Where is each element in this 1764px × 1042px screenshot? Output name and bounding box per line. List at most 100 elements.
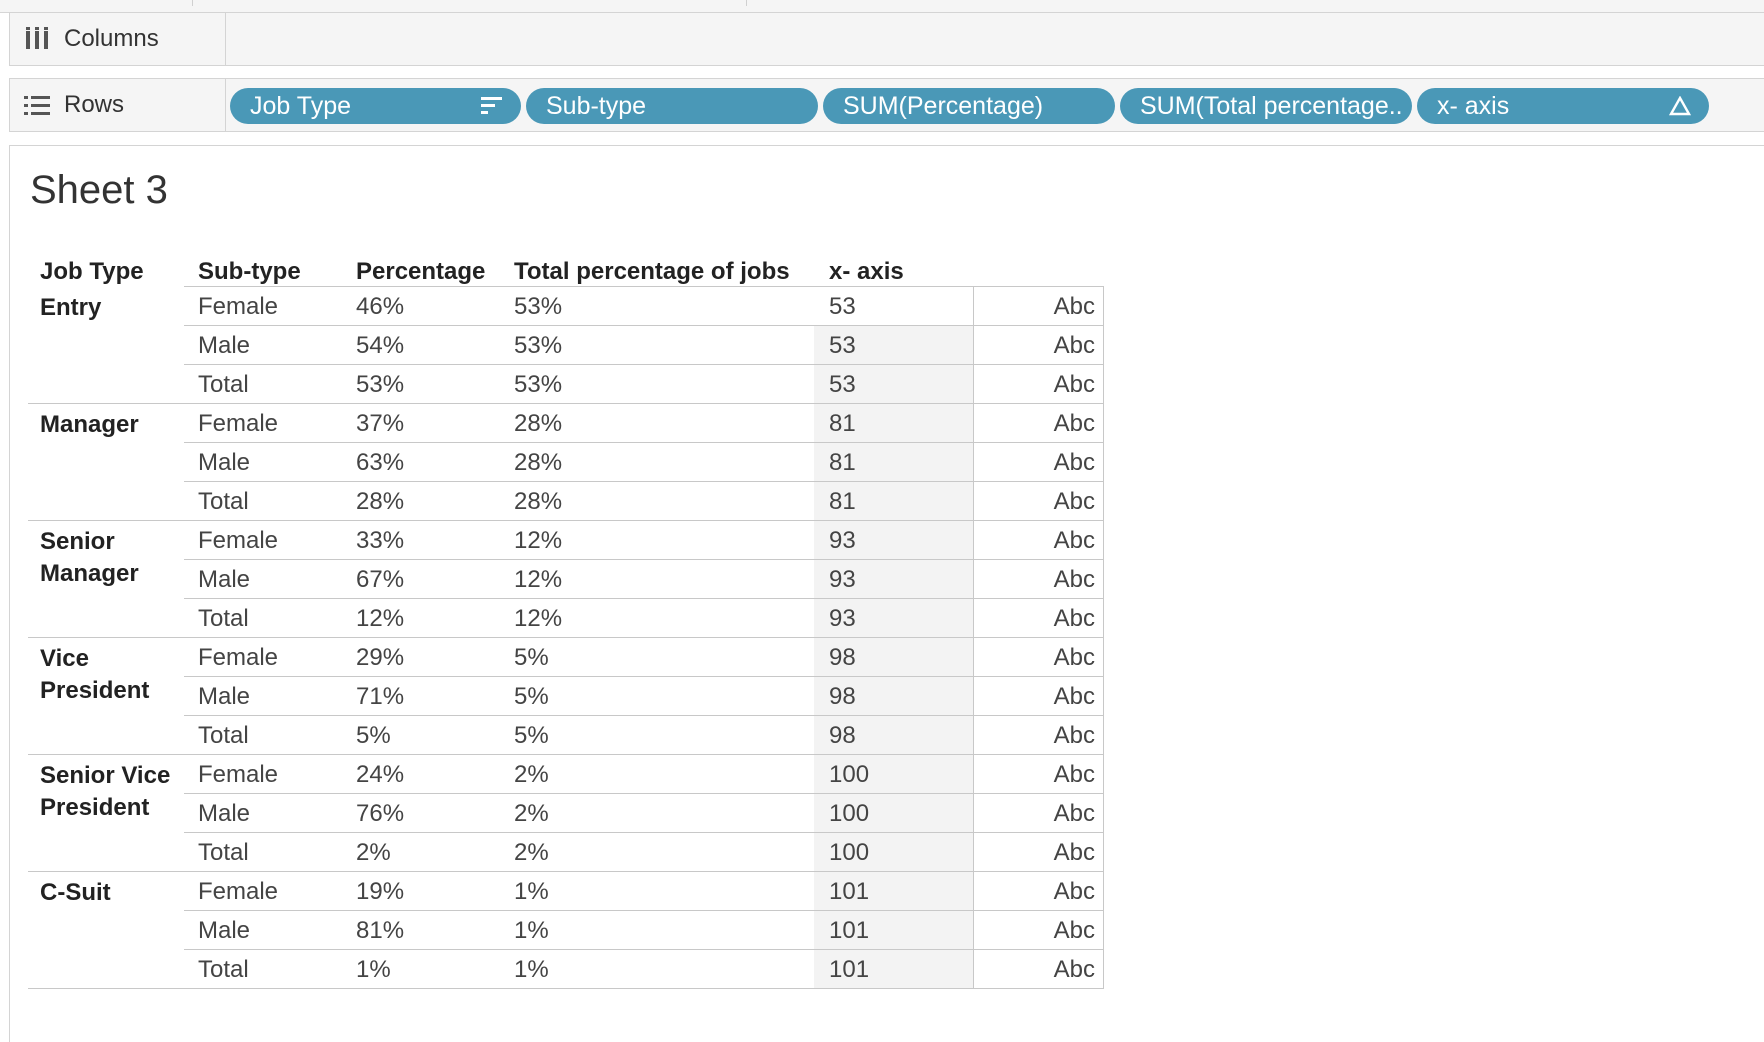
job-type-cell[interactable]: Senior Manager bbox=[40, 528, 139, 587]
table-row[interactable]: Total 5% 5% 98 Abc bbox=[184, 715, 1104, 754]
total-percentage-cell[interactable]: 53% bbox=[514, 332, 563, 359]
percentage-cell[interactable]: 46% bbox=[356, 293, 405, 320]
subtype-cell[interactable]: Total bbox=[198, 956, 249, 983]
abc-cell[interactable]: Abc bbox=[973, 521, 1104, 559]
percentage-cell[interactable]: 5% bbox=[356, 722, 391, 749]
subtype-cell[interactable]: Male bbox=[198, 566, 251, 593]
subtype-cell[interactable]: Total bbox=[198, 839, 249, 866]
subtype-cell[interactable]: Total bbox=[198, 605, 249, 632]
subtype-cell[interactable]: Female bbox=[198, 293, 279, 320]
abc-cell[interactable]: Abc bbox=[973, 404, 1104, 442]
percentage-cell[interactable]: 81% bbox=[356, 917, 405, 944]
pill-sum-total-percentage[interactable]: SUM(Total percentage.. bbox=[1120, 88, 1412, 124]
percentage-cell[interactable]: 2% bbox=[356, 839, 391, 866]
x-axis-cell[interactable]: 53 bbox=[814, 365, 973, 403]
table-row[interactable]: Female 46% 53% 53 Abc bbox=[184, 286, 1104, 325]
subtype-cell[interactable]: Total bbox=[198, 722, 249, 749]
total-percentage-cell[interactable]: 5% bbox=[514, 722, 549, 749]
percentage-cell[interactable]: 54% bbox=[356, 332, 405, 359]
columns-shelf[interactable]: Columns bbox=[9, 12, 1764, 66]
abc-cell[interactable]: Abc bbox=[973, 794, 1104, 832]
total-percentage-cell[interactable]: 5% bbox=[514, 644, 549, 671]
sort-icon[interactable] bbox=[481, 96, 503, 116]
table-row[interactable]: Male 54% 53% 53 Abc bbox=[184, 325, 1104, 364]
percentage-cell[interactable]: 37% bbox=[356, 410, 405, 437]
subtype-cell[interactable]: Male bbox=[198, 683, 251, 710]
subtype-cell[interactable]: Male bbox=[198, 332, 251, 359]
total-percentage-cell[interactable]: 2% bbox=[514, 800, 549, 827]
header-sub-type[interactable]: Sub-type bbox=[198, 258, 301, 285]
table-row[interactable]: Male 81% 1% 101 Abc bbox=[184, 910, 1104, 949]
percentage-cell[interactable]: 63% bbox=[356, 449, 405, 476]
x-axis-cell[interactable]: 81 bbox=[814, 482, 973, 520]
subtype-cell[interactable]: Female bbox=[198, 878, 279, 905]
subtype-cell[interactable]: Female bbox=[198, 644, 279, 671]
job-type-cell[interactable]: Manager bbox=[40, 411, 139, 438]
abc-cell[interactable]: Abc bbox=[973, 950, 1104, 988]
pill-x-axis[interactable]: x- axis bbox=[1417, 88, 1709, 124]
table-row[interactable]: Male 67% 12% 93 Abc bbox=[184, 559, 1104, 598]
x-axis-cell[interactable]: 93 bbox=[814, 560, 973, 598]
percentage-cell[interactable]: 76% bbox=[356, 800, 405, 827]
total-percentage-cell[interactable]: 2% bbox=[514, 761, 549, 788]
x-axis-cell[interactable]: 101 bbox=[814, 872, 973, 910]
abc-cell[interactable]: Abc bbox=[973, 872, 1104, 910]
table-row[interactable]: Male 63% 28% 81 Abc bbox=[184, 442, 1104, 481]
abc-cell[interactable]: Abc bbox=[973, 677, 1104, 715]
subtype-cell[interactable]: Male bbox=[198, 917, 251, 944]
rows-shelf[interactable]: Rows Job Type Sub-type SUM(Percentage) S… bbox=[9, 78, 1764, 132]
x-axis-cell[interactable]: 81 bbox=[814, 443, 973, 481]
worksheet-canvas[interactable]: Sheet 3 Job Type Sub-type Percentage Tot… bbox=[9, 145, 1764, 1042]
header-x-axis[interactable]: x- axis bbox=[829, 258, 904, 285]
total-percentage-cell[interactable]: 28% bbox=[514, 488, 563, 515]
x-axis-cell[interactable]: 53 bbox=[814, 326, 973, 364]
x-axis-cell[interactable]: 101 bbox=[814, 911, 973, 949]
total-percentage-cell[interactable]: 12% bbox=[514, 527, 563, 554]
total-percentage-cell[interactable]: 1% bbox=[514, 956, 549, 983]
abc-cell[interactable]: Abc bbox=[973, 755, 1104, 793]
table-row[interactable]: Total 12% 12% 93 Abc bbox=[184, 598, 1104, 637]
subtype-cell[interactable]: Female bbox=[198, 761, 279, 788]
pill-sub-type[interactable]: Sub-type bbox=[526, 88, 818, 124]
table-row[interactable]: Total 1% 1% 101 Abc bbox=[184, 949, 1104, 988]
header-job-type[interactable]: Job Type bbox=[40, 258, 144, 285]
abc-cell[interactable]: Abc bbox=[973, 287, 1104, 325]
abc-cell[interactable]: Abc bbox=[973, 716, 1104, 754]
abc-cell[interactable]: Abc bbox=[973, 599, 1104, 637]
abc-cell[interactable]: Abc bbox=[973, 365, 1104, 403]
abc-cell[interactable]: Abc bbox=[973, 911, 1104, 949]
table-row[interactable]: Male 71% 5% 98 Abc bbox=[184, 676, 1104, 715]
job-type-cell[interactable]: Entry bbox=[40, 294, 102, 321]
job-type-cell[interactable]: Senior Vice President bbox=[40, 762, 171, 821]
x-axis-cell[interactable]: 81 bbox=[814, 404, 973, 442]
table-row[interactable]: Female 24% 2% 100 Abc bbox=[184, 754, 1104, 793]
percentage-cell[interactable]: 28% bbox=[356, 488, 405, 515]
table-row[interactable]: Total 2% 2% 100 Abc bbox=[184, 832, 1104, 871]
total-percentage-cell[interactable]: 5% bbox=[514, 683, 549, 710]
total-percentage-cell[interactable]: 12% bbox=[514, 566, 563, 593]
table-row[interactable]: Total 28% 28% 81 Abc bbox=[184, 481, 1104, 520]
percentage-cell[interactable]: 53% bbox=[356, 371, 405, 398]
table-row[interactable]: Female 19% 1% 101 Abc bbox=[184, 871, 1104, 910]
total-percentage-cell[interactable]: 28% bbox=[514, 449, 563, 476]
total-percentage-cell[interactable]: 1% bbox=[514, 917, 549, 944]
percentage-cell[interactable]: 71% bbox=[356, 683, 405, 710]
percentage-cell[interactable]: 29% bbox=[356, 644, 405, 671]
subtype-cell[interactable]: Female bbox=[198, 527, 279, 554]
total-percentage-cell[interactable]: 53% bbox=[514, 293, 563, 320]
table-row[interactable]: Female 33% 12% 93 Abc bbox=[184, 520, 1104, 559]
x-axis-cell[interactable]: 100 bbox=[814, 833, 973, 871]
job-type-cell[interactable]: Vice President bbox=[40, 645, 150, 704]
subtype-cell[interactable]: Male bbox=[198, 449, 251, 476]
x-axis-cell[interactable]: 93 bbox=[814, 599, 973, 637]
abc-cell[interactable]: Abc bbox=[973, 443, 1104, 481]
abc-cell[interactable]: Abc bbox=[973, 833, 1104, 871]
abc-cell[interactable]: Abc bbox=[973, 560, 1104, 598]
percentage-cell[interactable]: 19% bbox=[356, 878, 405, 905]
percentage-cell[interactable]: 1% bbox=[356, 956, 391, 983]
header-percentage[interactable]: Percentage bbox=[356, 258, 486, 285]
subtype-cell[interactable]: Total bbox=[198, 371, 249, 398]
x-axis-cell[interactable]: 93 bbox=[814, 521, 973, 559]
pill-job-type[interactable]: Job Type bbox=[230, 88, 521, 124]
subtype-cell[interactable]: Total bbox=[198, 488, 249, 515]
